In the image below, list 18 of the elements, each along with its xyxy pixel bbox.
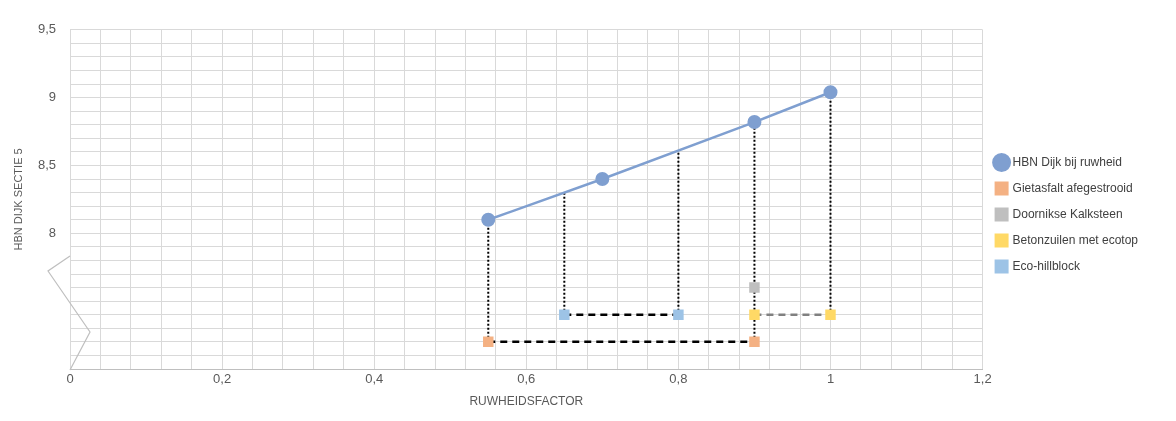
- y-tick-label: 8,5: [37, 157, 56, 173]
- y-axis-title: HBN DIJK SECTIE 5: [11, 148, 24, 251]
- y-tick-label: 8: [48, 224, 56, 240]
- x-axis-title: RUWHEIDSFACTOR: [469, 394, 584, 409]
- y-tick-label: 9: [48, 89, 56, 105]
- legend-label: Doornikse Kalksteen: [1012, 206, 1123, 221]
- legend-label: HBN Dijk bij ruwheid: [1012, 154, 1122, 169]
- legend-label: Betonzuilen met ecotop: [1012, 232, 1139, 247]
- x-tick-label: 1: [826, 371, 835, 387]
- y-tick-label: 9,5: [37, 21, 56, 37]
- legend-label: Gietasfalt afegestrooid: [1012, 180, 1133, 195]
- x-tick-label: 0,6: [517, 371, 536, 387]
- x-tick-label: 1,2: [973, 371, 992, 387]
- legend-label: Eco-hillblock: [1012, 258, 1081, 273]
- x-tick-label: 0,8: [669, 371, 688, 387]
- x-tick-label: 0,2: [213, 371, 232, 387]
- x-tick-label: 0: [66, 371, 74, 387]
- x-tick-label: 0,4: [365, 371, 384, 387]
